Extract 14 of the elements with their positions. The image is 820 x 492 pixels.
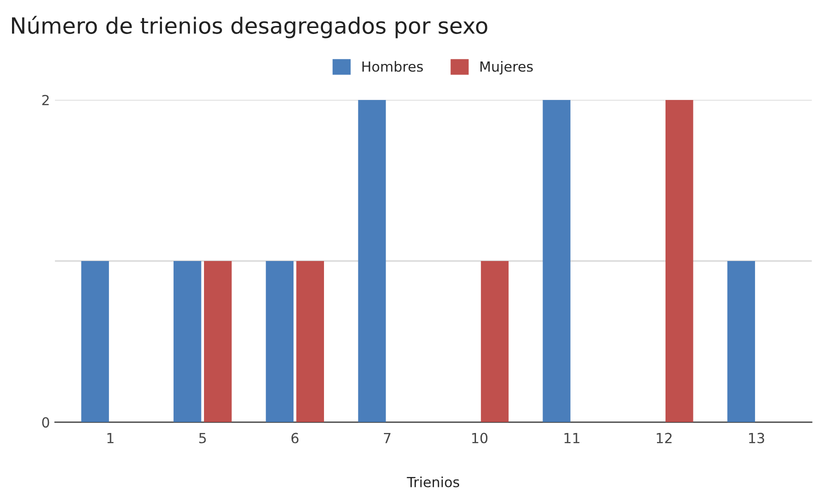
x-tick-label: 1 bbox=[107, 432, 114, 444]
x-tick-label: 12 bbox=[656, 432, 672, 444]
x-tick-label: 10 bbox=[472, 432, 488, 444]
chart-title: Número de trienios desagregados por sexo bbox=[12, 16, 488, 38]
x-axis-title: Trienios bbox=[406, 476, 460, 488]
legend-label: Mujeres bbox=[480, 61, 533, 74]
x-tick-label: 6 bbox=[291, 432, 298, 444]
x-tick-label: 11 bbox=[564, 432, 580, 444]
x-tick-label: 7 bbox=[384, 432, 390, 444]
legend-label: Hombres bbox=[362, 61, 423, 72]
x-tick-label: 13 bbox=[749, 432, 764, 444]
x-tick-label: 5 bbox=[199, 432, 206, 444]
y-tick-label: 0 bbox=[42, 417, 50, 428]
y-tick-label: 2 bbox=[42, 94, 49, 106]
